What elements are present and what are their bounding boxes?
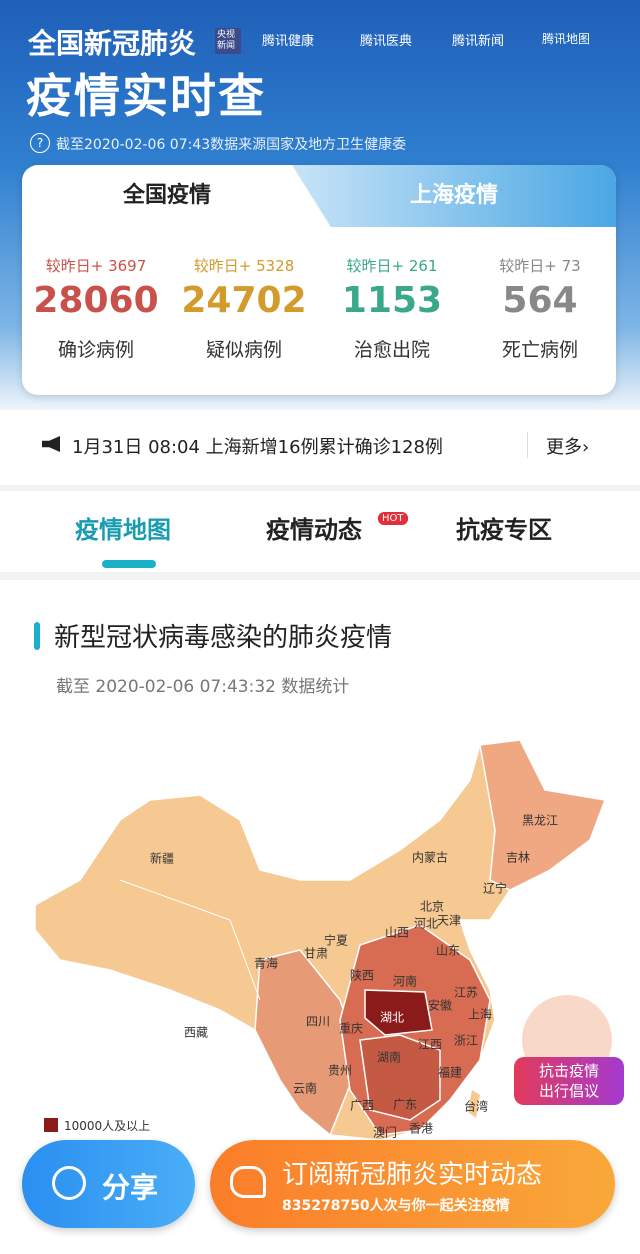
more-label: 更多 xyxy=(546,437,582,458)
section-marker xyxy=(34,622,40,650)
tab[interactable]: 上海疫情 xyxy=(292,165,616,227)
tab[interactable]: 全国疫情 xyxy=(122,183,211,208)
legend-label: 10000人及以上 xyxy=(64,1119,151,1133)
stat-value: 24702 xyxy=(181,280,307,321)
stat: 较昨日+ 3697 28060 确诊病例 xyxy=(22,255,170,362)
stat-label: 确诊病例 xyxy=(57,339,134,361)
province-label[interactable]: 重庆 xyxy=(338,1021,364,1036)
province-label[interactable]: 云南 xyxy=(292,1081,318,1096)
subscribe-label: 订阅新冠肺炎实时动态 xyxy=(282,1160,543,1190)
stat-value: 1153 xyxy=(341,280,443,321)
province-label[interactable]: 安徽 xyxy=(427,998,453,1013)
nav-indicator xyxy=(102,560,156,568)
stat-delta: 较昨日+ 261 xyxy=(346,257,438,275)
map-region xyxy=(254,949,361,1137)
province-label[interactable]: 湖南 xyxy=(376,1050,402,1065)
badge: 腾讯新闻 xyxy=(452,34,505,49)
province-label[interactable]: 广西 xyxy=(349,1098,375,1113)
separator xyxy=(0,572,640,580)
subscribe-button[interactable]: 订阅新冠肺炎实时动态 835278750人次与你一起关注疫情 xyxy=(210,1140,615,1228)
province-label[interactable]: 黑龙江 xyxy=(521,813,559,828)
nav-item[interactable]: 疫情动态 xyxy=(266,516,362,544)
divider xyxy=(527,432,528,458)
province-label[interactable]: 贵州 xyxy=(327,1063,353,1078)
separator xyxy=(0,485,640,491)
map-region xyxy=(479,739,607,891)
province-label[interactable]: 河北 xyxy=(413,916,439,931)
badge: 腾讯医典 xyxy=(360,34,413,49)
badge: 腾讯健康 xyxy=(262,34,315,49)
more-link[interactable]: 更多› xyxy=(546,437,590,458)
float-banner[interactable]: 抗击疫情 出行倡议 xyxy=(514,995,624,1107)
province-label[interactable]: 广东 xyxy=(392,1097,418,1112)
header-subtitle: 疫情实时查 xyxy=(26,69,266,123)
stats-card: 全国疫情 上海疫情 较昨日+ 3697 28060 确诊病例 较昨日+ 5328 24… xyxy=(22,165,616,395)
province-label[interactable]: 辽宁 xyxy=(482,881,508,896)
province-label[interactable]: 吉林 xyxy=(505,850,531,865)
stat-value: 28060 xyxy=(33,280,159,321)
stat-delta: 较昨日+ 73 xyxy=(499,257,581,275)
nav-item[interactable]: 疫情地图 xyxy=(75,516,171,544)
stat-delta: 较昨日+ 3697 xyxy=(45,257,147,275)
province-label[interactable]: 浙江 xyxy=(453,1033,479,1048)
province-label[interactable]: 香港 xyxy=(408,1121,434,1136)
province-label[interactable]: 西藏 xyxy=(183,1025,209,1040)
province-label[interactable]: 山西 xyxy=(384,925,410,940)
province-label[interactable]: 新疆 xyxy=(149,851,175,866)
map-region xyxy=(364,989,433,1036)
stat-label: 治愈出院 xyxy=(353,339,430,361)
heart-icon xyxy=(230,1166,266,1198)
province-label[interactable]: 宁夏 xyxy=(323,933,349,948)
stat-value: 564 xyxy=(502,280,578,321)
province-label[interactable]: 台湾 xyxy=(463,1099,489,1114)
stat-label: 死亡病例 xyxy=(501,339,578,361)
province-label[interactable]: 江西 xyxy=(417,1037,443,1052)
nav-item[interactable]: 抗疫专区 xyxy=(456,516,552,544)
stat-label: 疑似病例 xyxy=(205,339,282,361)
share-icon xyxy=(52,1166,86,1200)
badge: 腾讯地图 xyxy=(542,32,591,46)
float-text: 出行倡议 xyxy=(538,1082,599,1100)
stat-delta: 较昨日+ 5328 xyxy=(193,257,295,275)
share-button[interactable]: 分享 xyxy=(22,1140,195,1228)
section-title: 新型冠状病毒感染的肺炎疫情 xyxy=(54,623,393,653)
map-border xyxy=(119,879,231,921)
province-label[interactable]: 福建 xyxy=(437,1065,463,1080)
province-label[interactable]: 甘肃 xyxy=(303,946,329,961)
news-text[interactable]: 1月31日 08:04 上海新增16例累计确诊128例 xyxy=(72,437,443,458)
section-subtitle: 截至 2020-02-06 07:43:32 数据统计 xyxy=(56,677,350,697)
province-label[interactable]: 江苏 xyxy=(453,985,479,1000)
update-note: 截至2020-02-06 07:43数据来源国家及地方卫生健康委 xyxy=(56,137,407,153)
map-region xyxy=(359,1034,441,1121)
hot-badge: HOT xyxy=(378,512,408,525)
stat: 较昨日+ 5328 24702 疑似病例 xyxy=(170,255,318,362)
province-label[interactable]: 上海 xyxy=(467,1007,493,1022)
float-text: 抗击疫情 xyxy=(538,1062,599,1080)
stat: 较昨日+ 261 1153 治愈出院 xyxy=(318,255,466,362)
province-label[interactable]: 湖北 xyxy=(379,1010,405,1025)
stat: 较昨日+ 73 564 死亡病例 xyxy=(466,255,614,362)
map-border xyxy=(229,919,261,1001)
share-label: 分享 xyxy=(102,1171,159,1204)
province-label[interactable]: 四川 xyxy=(305,1014,331,1029)
map-region xyxy=(468,1090,480,1118)
province-label[interactable]: 陕西 xyxy=(349,968,375,983)
province-label[interactable]: 河南 xyxy=(392,974,418,989)
tab-label: 上海疫情 xyxy=(409,183,498,208)
province-label[interactable]: 澳门 xyxy=(372,1125,398,1140)
follower-count: 835278750人次与你一起关注疫情 xyxy=(282,1198,510,1214)
province-label[interactable]: 青海 xyxy=(253,956,279,971)
province-label[interactable]: 北京 xyxy=(419,899,445,914)
help-icon[interactable]: ? xyxy=(30,133,50,153)
header-title: 全国新冠肺炎 xyxy=(28,27,197,60)
province-label[interactable]: 内蒙古 xyxy=(411,850,449,865)
badge: 央视新闻 xyxy=(215,28,241,54)
legend-swatch xyxy=(44,1118,58,1132)
province-label[interactable]: 天津 xyxy=(436,913,462,928)
province-label[interactable]: 山东 xyxy=(435,943,461,958)
